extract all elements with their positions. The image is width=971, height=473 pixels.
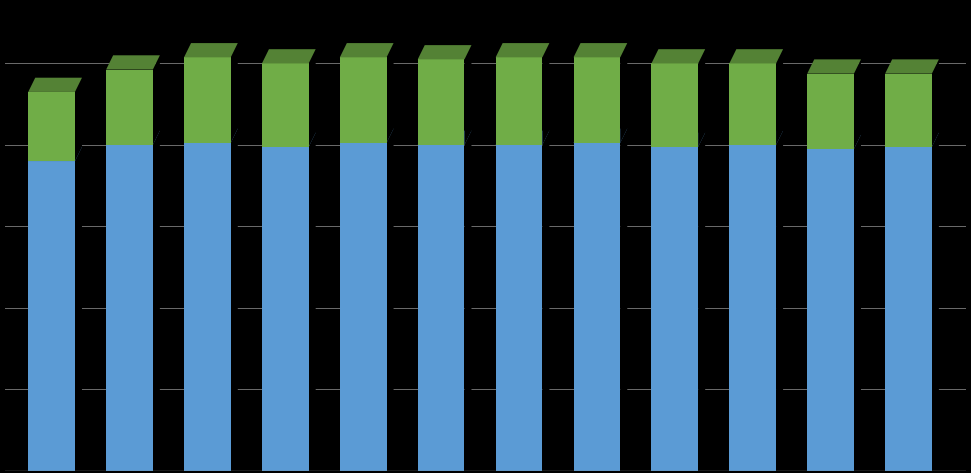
Polygon shape bbox=[495, 131, 550, 145]
Polygon shape bbox=[184, 43, 238, 57]
Bar bbox=[574, 143, 620, 471]
Polygon shape bbox=[309, 49, 316, 147]
Polygon shape bbox=[807, 135, 861, 149]
Bar bbox=[886, 74, 932, 147]
Polygon shape bbox=[184, 129, 238, 143]
Polygon shape bbox=[932, 60, 939, 147]
Bar bbox=[418, 60, 464, 145]
Bar bbox=[262, 147, 309, 471]
Polygon shape bbox=[776, 131, 783, 471]
Polygon shape bbox=[886, 60, 939, 74]
Polygon shape bbox=[309, 132, 316, 471]
Polygon shape bbox=[152, 55, 160, 145]
Polygon shape bbox=[75, 78, 82, 161]
Polygon shape bbox=[386, 129, 393, 471]
Bar bbox=[340, 57, 386, 143]
Polygon shape bbox=[418, 131, 472, 145]
Bar bbox=[28, 92, 75, 161]
Bar bbox=[340, 143, 386, 471]
Polygon shape bbox=[729, 131, 783, 145]
Polygon shape bbox=[464, 131, 472, 471]
Polygon shape bbox=[776, 49, 783, 145]
Polygon shape bbox=[231, 43, 238, 143]
Polygon shape bbox=[152, 131, 160, 471]
Bar bbox=[184, 143, 231, 471]
Polygon shape bbox=[854, 135, 861, 471]
Polygon shape bbox=[106, 55, 160, 70]
Bar bbox=[418, 145, 464, 471]
Bar bbox=[262, 63, 309, 147]
Bar bbox=[184, 57, 231, 143]
Polygon shape bbox=[574, 129, 627, 143]
Bar bbox=[807, 149, 854, 471]
Polygon shape bbox=[495, 43, 550, 57]
Bar bbox=[495, 57, 543, 145]
Polygon shape bbox=[886, 132, 939, 147]
Polygon shape bbox=[620, 43, 627, 143]
Polygon shape bbox=[652, 132, 705, 147]
Polygon shape bbox=[807, 60, 861, 74]
Polygon shape bbox=[574, 43, 627, 57]
Polygon shape bbox=[698, 132, 705, 471]
Bar bbox=[652, 147, 698, 471]
Polygon shape bbox=[28, 78, 82, 92]
Bar bbox=[106, 145, 152, 471]
Polygon shape bbox=[418, 45, 472, 60]
Polygon shape bbox=[729, 49, 783, 63]
Polygon shape bbox=[543, 131, 550, 471]
Polygon shape bbox=[932, 132, 939, 471]
Polygon shape bbox=[28, 147, 82, 161]
Bar bbox=[652, 63, 698, 147]
Bar bbox=[28, 161, 75, 471]
Polygon shape bbox=[698, 49, 705, 147]
Polygon shape bbox=[386, 43, 393, 143]
Polygon shape bbox=[340, 43, 393, 57]
Bar bbox=[729, 63, 776, 145]
Polygon shape bbox=[620, 129, 627, 471]
Polygon shape bbox=[854, 60, 861, 149]
Polygon shape bbox=[262, 49, 316, 63]
Polygon shape bbox=[231, 129, 238, 471]
Bar bbox=[886, 147, 932, 471]
Polygon shape bbox=[75, 147, 82, 471]
Bar bbox=[106, 70, 152, 145]
Bar bbox=[807, 74, 854, 149]
Polygon shape bbox=[652, 49, 705, 63]
Bar bbox=[495, 145, 543, 471]
Polygon shape bbox=[464, 45, 472, 145]
Polygon shape bbox=[262, 132, 316, 147]
Bar bbox=[729, 145, 776, 471]
Polygon shape bbox=[106, 131, 160, 145]
Polygon shape bbox=[543, 43, 550, 145]
Polygon shape bbox=[340, 129, 393, 143]
Bar bbox=[574, 57, 620, 143]
